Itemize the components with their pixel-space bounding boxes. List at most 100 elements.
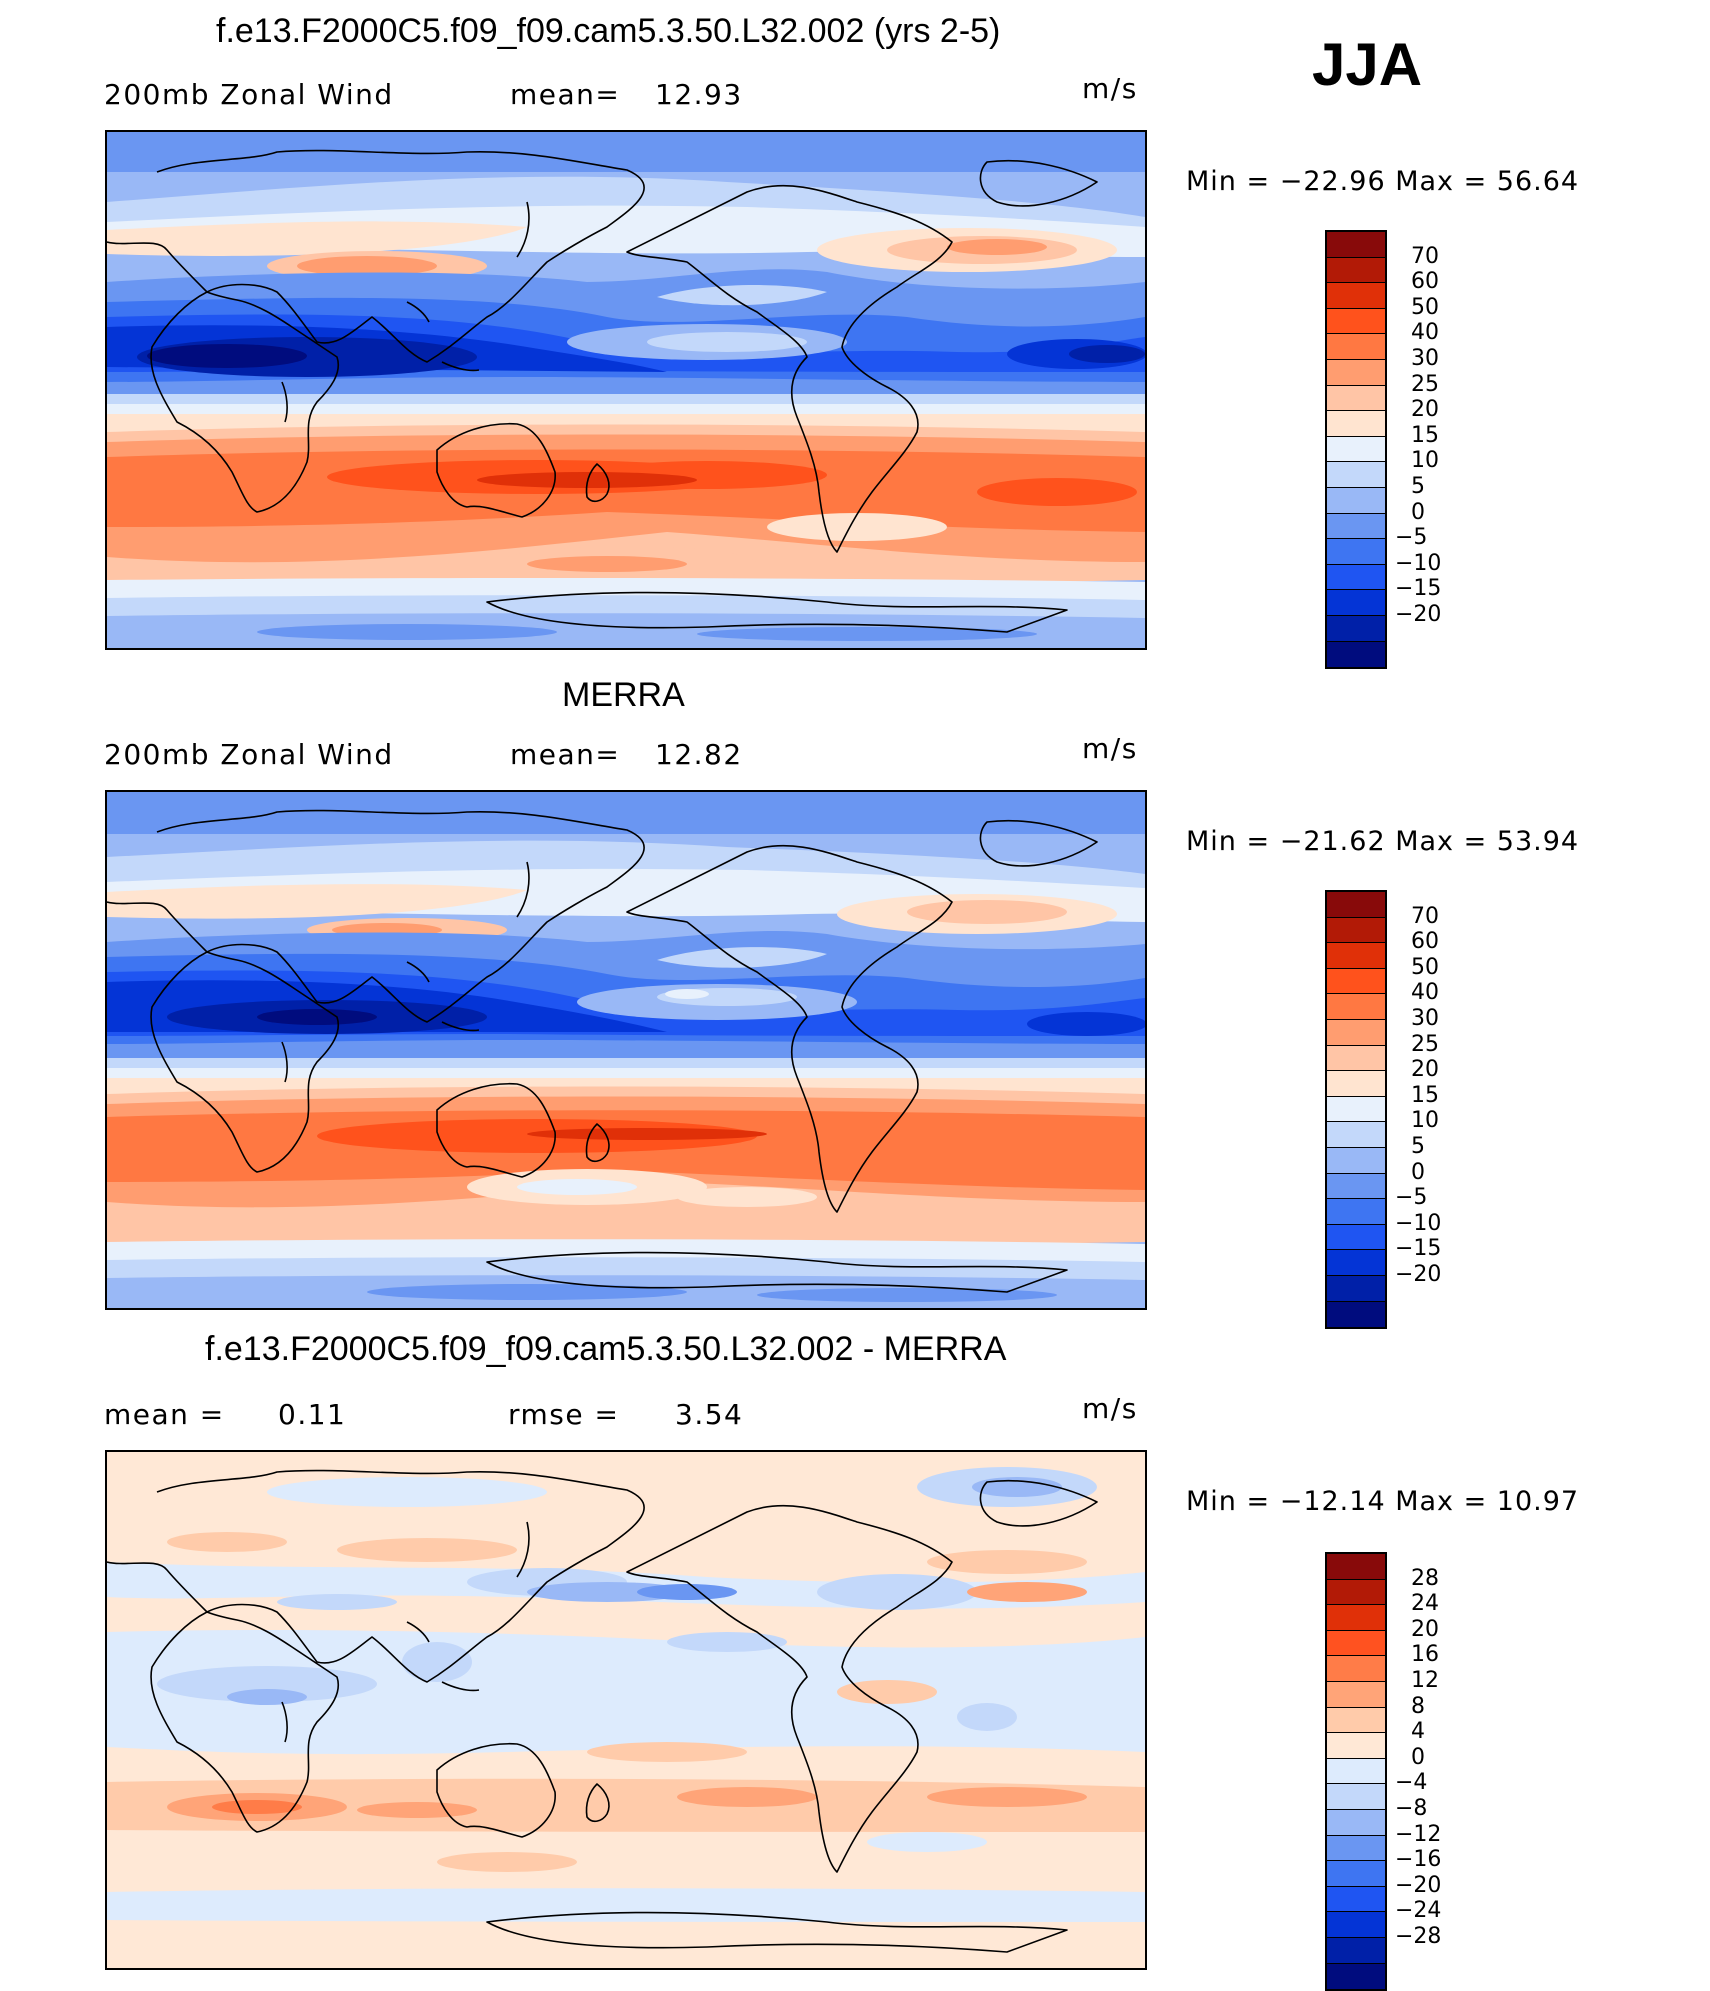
colorbar-label: 60 (1411, 269, 1439, 295)
colorbar-label: 30 (1411, 346, 1439, 371)
colorbar-label: −5 (1395, 525, 1428, 551)
colorbar-swatch (1327, 1835, 1385, 1862)
colorbar-label: 30 (1411, 1006, 1439, 1031)
colorbar-label: −24 (1395, 1898, 1442, 1924)
colorbar-swatch (1327, 308, 1385, 335)
colorbar-label: 40 (1411, 980, 1439, 1006)
colorbar-swatch (1327, 513, 1385, 540)
panel1-min-max: Min = −22.96 Max = 56.64 (1186, 166, 1580, 197)
colorbar-swatch (1327, 917, 1385, 944)
colorbar-swatch (1327, 943, 1385, 969)
colorbar-label: 0 (1411, 1159, 1425, 1185)
colorbar-box (1325, 1552, 1387, 1991)
colorbar-label: 4 (1411, 1719, 1425, 1745)
colorbar-swatch (1327, 968, 1385, 995)
colorbar-label: 15 (1411, 422, 1439, 448)
panel1-mean-label: mean= (510, 78, 621, 111)
panel3-contour-plot (107, 1452, 1145, 1968)
panel3-rmse-value: 3.54 (675, 1398, 744, 1431)
colorbar-swatch (1327, 385, 1385, 412)
panel3-mean-label: mean = (104, 1398, 225, 1431)
panel3-title: f.e13.F2000C5.f09_f09.cam5.3.50.L32.002 … (205, 1330, 1007, 1368)
panel2-min-max: Min = −21.62 Max = 53.94 (1186, 826, 1580, 857)
colorbar-swatch (1327, 1810, 1385, 1836)
colorbar-swatch (1327, 1020, 1385, 1046)
colorbar-label: 10 (1411, 1108, 1439, 1134)
panel1-mean-value: 12.93 (655, 78, 743, 111)
colorbar-swatch (1327, 1733, 1385, 1759)
colorbar-label: 28 (1411, 1565, 1439, 1591)
colorbar-label: 12 (1411, 1668, 1439, 1693)
colorbar-swatch (1327, 411, 1385, 437)
colorbar-swatch (1327, 1199, 1385, 1225)
colorbar-swatch (1327, 1963, 1385, 1990)
colorbar-label: 5 (1411, 1134, 1425, 1159)
colorbar-swatch (1327, 1682, 1385, 1708)
colorbar-label: 50 (1411, 954, 1439, 980)
colorbar-label: 70 (1411, 903, 1439, 929)
colorbar-label: 40 (1411, 320, 1439, 346)
panel3-units: m/s (1082, 1392, 1138, 1425)
colorbar-box (1325, 890, 1387, 1330)
colorbar-swatch (1327, 1301, 1385, 1328)
colorbar-swatch (1327, 1758, 1385, 1785)
panel2-variable-label: 200mb Zonal Wind (104, 738, 394, 771)
colorbar-label: 50 (1411, 294, 1439, 320)
colorbar-swatch (1327, 1886, 1385, 1913)
colorbar-swatch (1327, 1861, 1385, 1887)
colorbar-label: −10 (1395, 1210, 1442, 1236)
colorbar-label: 5 (1411, 474, 1425, 499)
colorbar-swatch (1327, 1224, 1385, 1251)
colorbar-label: 10 (1411, 448, 1439, 474)
colorbar-swatch (1327, 1250, 1385, 1276)
colorbar-swatch (1327, 1148, 1385, 1174)
colorbar-label: 15 (1411, 1082, 1439, 1108)
colorbar-swatch (1327, 1630, 1385, 1657)
colorbar-swatch (1327, 462, 1385, 488)
panel2-units: m/s (1082, 732, 1138, 765)
colorbar-swatch (1327, 1173, 1385, 1200)
colorbar-label: −5 (1395, 1185, 1428, 1211)
panel3-map (105, 1450, 1147, 1970)
panel2-title: MERRA (562, 676, 685, 714)
colorbar-swatch (1327, 1096, 1385, 1123)
colorbar-label: 25 (1411, 371, 1439, 397)
colorbar-swatch (1327, 564, 1385, 591)
colorbar-swatch (1327, 1071, 1385, 1097)
colorbar-swatch (1327, 1938, 1385, 1964)
colorbar-swatch (1327, 1122, 1385, 1148)
colorbar-label: −4 (1395, 1770, 1428, 1796)
colorbar-label: 0 (1411, 1744, 1425, 1770)
colorbar-swatch (1327, 1276, 1385, 1302)
colorbar-label: −20 (1395, 1872, 1442, 1898)
panel3-mean-value: 0.11 (278, 1398, 347, 1431)
panel2-contour-plot (107, 792, 1145, 1308)
colorbar-label: 8 (1411, 1693, 1425, 1719)
colorbar-label: 16 (1411, 1642, 1439, 1668)
colorbar-swatch (1327, 1784, 1385, 1810)
colorbar-label: 70 (1411, 243, 1439, 269)
panel1-title: f.e13.F2000C5.f09_f09.cam5.3.50.L32.002 … (216, 12, 1001, 50)
colorbar-label: −16 (1395, 1847, 1442, 1873)
colorbar-swatch (1327, 1554, 1385, 1580)
panel1-contour-plot (107, 132, 1145, 648)
colorbar-swatch (1327, 539, 1385, 565)
colorbar-swatch (1327, 892, 1385, 918)
panel3-rmse-label: rmse = (508, 1398, 620, 1431)
panel1-map (105, 130, 1147, 650)
colorbar-swatch (1327, 436, 1385, 463)
colorbar-label: 20 (1411, 1616, 1439, 1642)
colorbar-label: −20 (1395, 602, 1442, 627)
colorbar-swatch (1327, 232, 1385, 258)
colorbar-swatch (1327, 994, 1385, 1020)
panel1-variable-label: 200mb Zonal Wind (104, 78, 394, 111)
colorbar-swatch (1327, 283, 1385, 309)
panel3-min-max: Min = −12.14 Max = 10.97 (1186, 1486, 1580, 1517)
colorbar-label: 20 (1411, 397, 1439, 423)
panel2-map (105, 790, 1147, 1310)
season-label: JJA (1312, 31, 1423, 98)
colorbar-box (1325, 230, 1387, 670)
colorbar-swatch (1327, 590, 1385, 616)
colorbar-label: −12 (1395, 1821, 1442, 1847)
colorbar-label: 60 (1411, 929, 1439, 955)
